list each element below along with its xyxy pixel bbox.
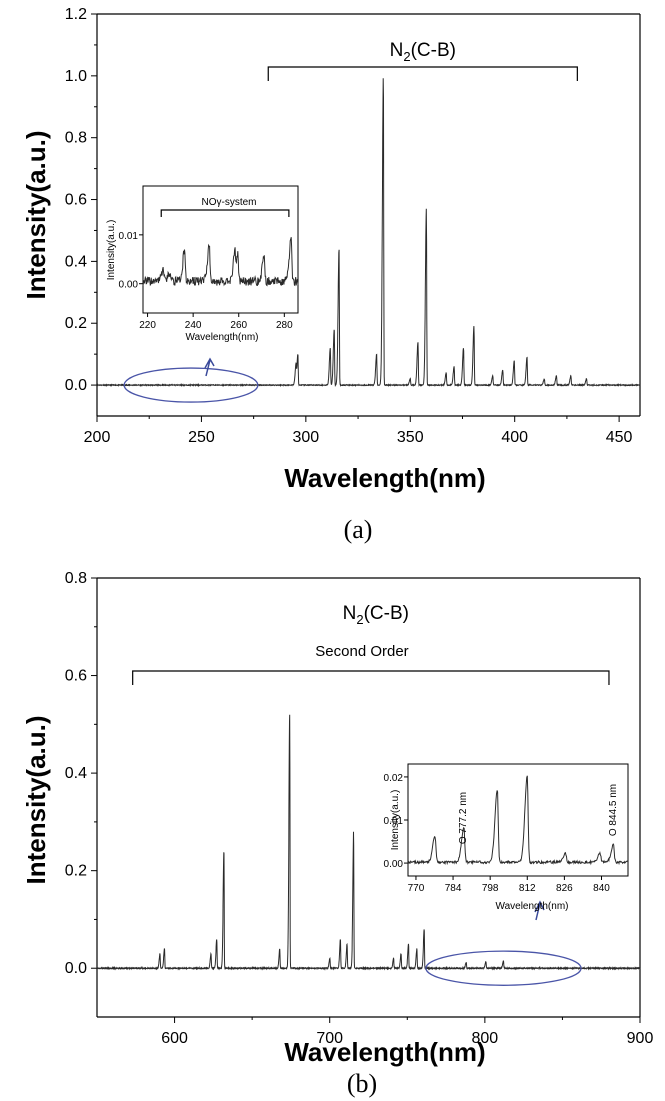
spectrum-line-b [96,714,641,971]
inset-line-label-1: O 777.2 nm [458,792,469,844]
inset-x-tick-label: 240 [185,320,202,331]
inset-y-tick-label: 0.02 [384,773,404,784]
x-axis-label-b: Wavelength(nm) [284,1037,485,1067]
inset-bracket-a [160,209,290,217]
y-tick-label: 1.2 [65,6,87,23]
inset-ylabel-a: Intensity(a.u.) [106,220,117,281]
inset-ticks-b: 770 784 798 812 826 840 0.00 0.01 0.02 [384,773,611,894]
x-tick-label: 250 [188,429,215,446]
inset-spectrum-b [407,775,628,866]
inset-x-tick-label: 840 [593,883,610,894]
panel-label-b: (b) [347,1069,377,1098]
y-tick-label: 0.4 [65,253,87,270]
y-axis-label-b: Intensity(a.u.) [21,715,51,884]
inset-b: 770 784 798 812 826 840 0.00 0.01 0.02 O 777.2 n… [384,763,629,912]
y-tick-label: 0.0 [65,377,87,394]
inset-xlabel-a: Wavelength(nm) [186,332,259,343]
zoom-arrow-b [534,900,545,921]
y-tick-label: 0.2 [65,315,87,332]
inset-y-tick-label: 0.01 [384,816,404,827]
band-annotation-a: N2(C-B) [390,40,456,64]
inset-x-tick-label: 784 [445,883,462,894]
y-tick-label: 0.6 [65,668,87,685]
panel-a: 200 250 300 350 400 4500.00.20.40.60.81.01.2 … [21,6,641,544]
axis-ticks-a: 200 250 300 350 400 450 0.0 0.2 0.4 0.6 0.8 1.0 1.2 [65,6,633,446]
inset-frame-a [142,185,299,314]
band-annotation-b: N2(C-B) [343,603,409,627]
x-tick-label: 900 [627,1030,654,1047]
y-tick-label: 0.4 [65,765,87,782]
inset-x-tick-label: 770 [408,883,425,894]
inset-x-tick-label: 826 [556,883,573,894]
zoom-ellipse-b [425,950,582,986]
x-tick-label: 700 [316,1030,343,1047]
inset-y-tick-label: 0.01 [119,231,139,242]
x-tick-label: 350 [397,429,424,446]
inset-title-a: NOγ-system [202,197,257,208]
inset-x-tick-label: 798 [482,883,499,894]
x-tick-label: 300 [292,429,319,446]
x-tick-label: 600 [161,1030,188,1047]
zoom-arrow-a [204,357,215,377]
x-tick-label: 200 [84,429,111,446]
inset-a: 220 240 260 280 0.00 0.01 NOγ-system Waveleng… [106,185,299,343]
inset-ticks-a: 220 240 260 280 0.00 0.01 [119,231,294,331]
inset-frame-b [407,763,629,877]
band-subtitle-b: Second Order [315,643,408,660]
inset-y-tick-label: 0.00 [384,859,404,870]
zoom-ellipse-a [123,367,259,403]
inset-line-label-2: O 844.5 nm [608,784,619,836]
x-tick-label: 400 [501,429,528,446]
y-axis-label-a: Intensity(a.u.) [21,130,51,299]
y-tick-label: 0.8 [65,130,87,147]
inset-y-tick-label: 0.00 [119,280,139,291]
x-tick-label: 800 [472,1030,499,1047]
y-tick-label: 1.0 [65,68,87,85]
inset-xlabel-b: Wavelength(nm) [496,901,569,912]
y-tick-label: 0.2 [65,863,87,880]
x-tick-label: 450 [606,429,633,446]
y-tick-label: 0.0 [65,960,87,977]
band-bracket-a [267,66,578,81]
inset-x-tick-label: 812 [519,883,536,894]
band-bracket-b [132,670,610,685]
panel-b: 600 700 800 900 0.0 0.2 0.4 0.6 0.8 N2(C-B) Seco… [21,570,653,1098]
inset-x-tick-label: 260 [230,320,247,331]
panel-label-a: (a) [344,515,373,544]
spectrum-line-a [96,78,641,388]
axis-ticks-b: 600 700 800 900 0.0 0.2 0.4 0.6 0.8 [65,570,654,1047]
x-axis-label-a: Wavelength(nm) [284,463,485,493]
inset-x-tick-label: 220 [139,320,156,331]
y-tick-label: 0.8 [65,570,87,587]
inset-x-tick-label: 280 [276,320,293,331]
y-tick-label: 0.6 [65,192,87,209]
inset-spectrum-a [142,237,299,287]
inset-ylabel-b: Intensity(a.u.) [390,790,401,851]
